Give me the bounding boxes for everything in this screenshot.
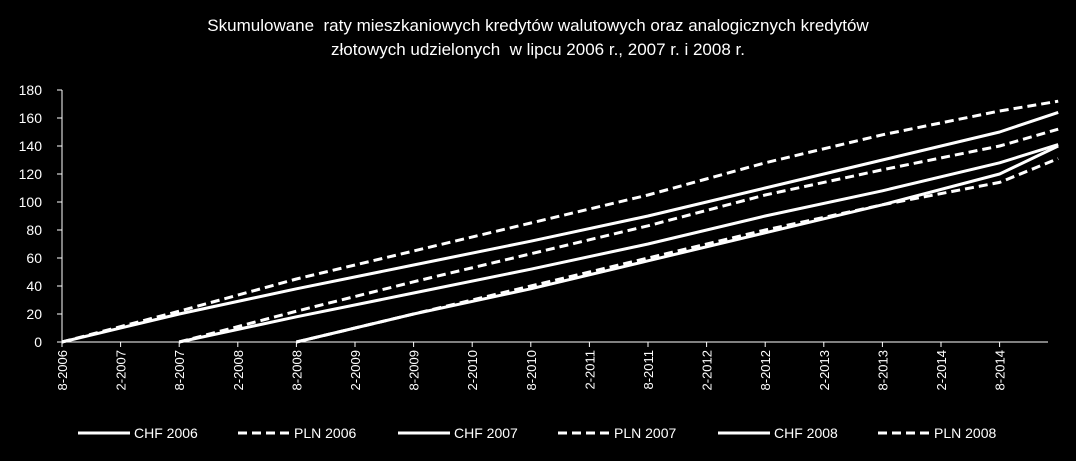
chart-legend: CHF 2006 PLN 2006 CHF 2007 PLN 2007 CHF 2008… (78, 425, 996, 441)
series-line-pln-2008 (296, 157, 1059, 344)
x-tick-label: 8-2010 (524, 350, 539, 390)
y-tick-label: 140 (19, 138, 43, 154)
x-tick-label: 8-2006 (55, 350, 70, 390)
y-tick-label: 120 (19, 166, 43, 182)
y-tick-label: 160 (19, 110, 43, 126)
y-tick-label: 80 (26, 222, 42, 238)
x-tick-label: 8-2009 (407, 350, 422, 390)
y-tick-label: 100 (19, 194, 43, 210)
chart-axes: 0 20 40 60 80 100 120 140 160 180 8-2006 2-2007 8-20… (19, 82, 1048, 390)
chart-title: Skumulowane raty mieszkaniowych kredytów… (0, 14, 1076, 62)
y-tick-label: 20 (26, 306, 42, 322)
x-tick-label: 2-2010 (465, 350, 480, 390)
y-tick-label: 40 (26, 278, 42, 294)
series-line-chf-2006 (61, 110, 1059, 344)
x-tick-label: 2-2007 (114, 350, 129, 390)
legend-label: CHF 2006 (134, 425, 198, 441)
y-tick-label: 0 (34, 334, 42, 350)
legend-label: CHF 2008 (774, 425, 838, 441)
y-tick-label: 180 (19, 82, 43, 98)
chart-title-line-2: złotowych udzielonych w lipcu 2006 r., 2… (331, 40, 745, 59)
legend-label: PLN 2008 (934, 425, 996, 441)
x-tick-label: 2-2008 (231, 350, 246, 390)
legend-label: PLN 2006 (294, 425, 356, 441)
x-tick-label: 8-2012 (758, 350, 773, 390)
legend-label: PLN 2007 (614, 425, 676, 441)
x-tick-label: 8-2008 (289, 350, 304, 390)
series-line-pln-2007 (178, 127, 1059, 344)
x-tick-label: 8-2013 (875, 350, 890, 390)
x-tick-label: 2-2014 (934, 350, 949, 390)
x-tick-label: 2-2009 (348, 350, 363, 390)
x-tick-label: 2-2013 (817, 350, 832, 390)
x-tick-label: 8-2014 (993, 350, 1008, 390)
x-tick-label: 8-2007 (172, 350, 187, 390)
legend-label: CHF 2007 (454, 425, 518, 441)
chart-title-line-1: Skumulowane raty mieszkaniowych kredytów… (207, 16, 869, 35)
series-layer (61, 99, 1059, 344)
x-tick-label: 2-2012 (700, 350, 715, 390)
series-line-chf-2007 (178, 143, 1059, 344)
y-tick-label: 60 (26, 250, 42, 266)
x-tick-label: 8-2011 (641, 350, 656, 390)
x-tick-label: 2-2011 (582, 350, 597, 390)
